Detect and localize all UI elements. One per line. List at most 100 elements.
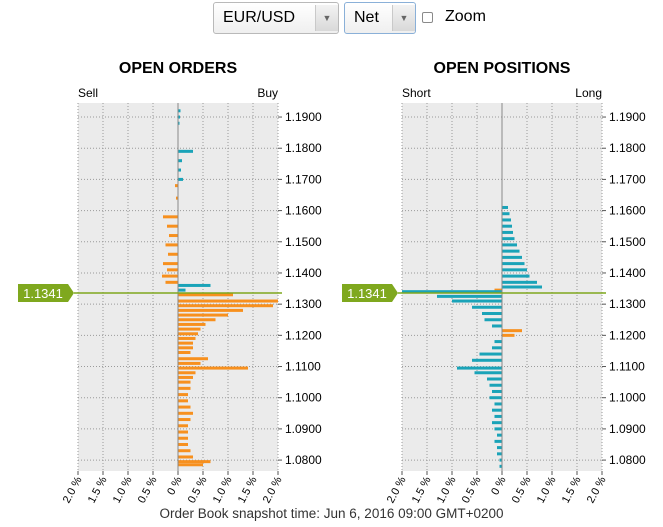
y-tick-label: 1.1200: [609, 328, 646, 342]
bar: [178, 336, 196, 340]
bar: [494, 427, 502, 431]
bar: [178, 424, 188, 428]
y-tick-label: 1.1200: [285, 328, 322, 342]
bar: [178, 436, 188, 440]
bar: [499, 458, 502, 462]
bar: [178, 283, 211, 287]
right-label: Buy: [257, 86, 278, 100]
bar: [178, 375, 193, 379]
bar: [178, 308, 243, 312]
zoom-label: Zoom: [445, 8, 486, 25]
bar: [178, 405, 191, 409]
bar: [502, 237, 515, 241]
left-label: Sell: [78, 86, 98, 100]
bar: [175, 184, 178, 188]
bar: [489, 383, 502, 387]
bar: [502, 249, 520, 253]
x-tick-label: 2.0 %: [61, 475, 85, 506]
x-tick-label: 1.0 %: [111, 475, 135, 506]
bar: [178, 149, 193, 153]
bar: [178, 293, 233, 297]
bar: [165, 243, 178, 247]
bar: [178, 463, 203, 467]
current-price-tag: [18, 284, 74, 302]
zoom-checkbox[interactable]: [422, 12, 433, 23]
bar: [502, 230, 513, 234]
bar: [168, 252, 178, 256]
bar: [502, 224, 512, 228]
y-tick-label: 1.1300: [285, 297, 322, 311]
bar: [178, 313, 228, 317]
x-tick-label: 2.0 %: [261, 475, 285, 506]
bar: [484, 318, 502, 322]
bar: [178, 341, 193, 345]
controls-bar: EUR/USD ▼ Net ▼ Zoom: [0, 2, 663, 36]
y-tick-label: 1.1500: [285, 235, 322, 249]
y-tick-label: 1.1600: [285, 204, 322, 218]
snapshot-time: Order Book snapshot time: Jun 6, 2016 09…: [159, 506, 504, 521]
bar: [178, 109, 181, 113]
chevron-down-icon[interactable]: ▼: [315, 5, 338, 31]
bar: [178, 399, 188, 403]
bar: [502, 262, 525, 266]
bar: [494, 340, 502, 344]
bar: [452, 299, 502, 303]
bar: [167, 268, 178, 272]
bar: [178, 346, 193, 350]
bar: [178, 460, 211, 464]
bar: [479, 352, 502, 356]
bar: [502, 218, 511, 222]
x-tick-label: 0.5 %: [460, 475, 484, 506]
y-tick-label: 1.1600: [609, 204, 646, 218]
current-price-label: 1.1341: [23, 286, 63, 301]
bar: [487, 377, 502, 381]
chevron-down-icon[interactable]: ▼: [392, 5, 415, 31]
bar: [178, 386, 191, 390]
bar: [482, 312, 502, 316]
bar: [492, 346, 502, 350]
bar: [494, 414, 502, 418]
bar: [502, 329, 522, 333]
y-tick-label: 1.1400: [285, 266, 322, 280]
bar: [494, 402, 502, 406]
bar: [492, 408, 502, 412]
bar: [499, 464, 502, 468]
bar: [178, 442, 188, 446]
bar: [178, 318, 216, 322]
y-tick-label: 1.0900: [285, 422, 322, 436]
bar: [472, 358, 502, 362]
bar: [178, 115, 180, 119]
y-tick-label: 1.0800: [609, 453, 646, 467]
y-tick-label: 1.1300: [609, 297, 646, 311]
bar: [492, 324, 502, 328]
current-price-tag: [342, 284, 398, 302]
bar: [502, 243, 517, 247]
currency-pair-select[interactable]: EUR/USD ▼: [213, 2, 339, 34]
bar: [178, 168, 181, 172]
bar: [502, 280, 537, 284]
y-tick-label: 1.1900: [285, 110, 322, 124]
bar: [178, 288, 186, 292]
bar: [502, 212, 510, 216]
y-tick-label: 1.1700: [609, 172, 646, 186]
bar: [178, 361, 201, 365]
bar: [178, 332, 198, 336]
y-tick-label: 1.1100: [609, 360, 645, 374]
bar: [178, 380, 191, 384]
x-tick-label: 1.0 %: [435, 475, 459, 506]
y-tick-label: 1.0800: [285, 453, 322, 467]
bar: [178, 322, 206, 326]
bar: [497, 452, 502, 456]
mode-select[interactable]: Net ▼: [344, 2, 416, 34]
x-tick-label: 1.5 %: [410, 475, 434, 506]
y-tick-label: 1.1800: [609, 141, 646, 155]
bar: [489, 396, 502, 400]
bar: [402, 290, 502, 294]
y-tick-label: 1.1000: [285, 391, 322, 405]
y-tick-label: 1.1100: [285, 360, 321, 374]
bar: [163, 262, 178, 266]
y-tick-label: 1.1700: [285, 172, 322, 186]
bar: [178, 449, 191, 453]
bar: [502, 333, 515, 337]
